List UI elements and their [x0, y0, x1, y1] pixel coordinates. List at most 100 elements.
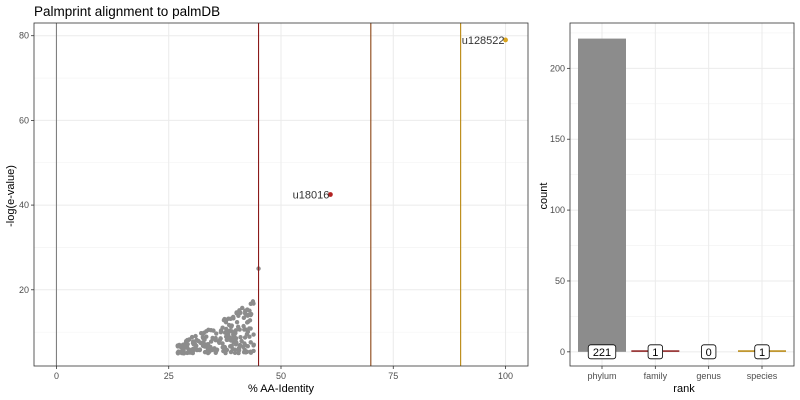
scatter-point: [233, 328, 239, 333]
scatter-point: [224, 337, 229, 343]
scatter-point: [241, 349, 247, 355]
scatter-point: [236, 345, 242, 351]
scatter-x-label: % AA-Identity: [248, 383, 315, 395]
bar-x-tick-label: family: [644, 371, 668, 381]
bar: [578, 38, 626, 352]
scatter-point: [251, 332, 256, 337]
scatter-point: [248, 340, 253, 345]
scatter-point: [222, 330, 228, 335]
scatter-point: [206, 327, 211, 333]
bar-panel-border: [569, 22, 795, 367]
scatter-point: [245, 343, 251, 349]
scatter-point: [175, 350, 181, 355]
bar-x-tick-label: phylum: [587, 371, 616, 381]
scatter-y-tick-label: 40: [19, 200, 29, 210]
scatter-point: [242, 341, 247, 346]
scatter-point: [196, 338, 201, 344]
scatter-point: [234, 340, 239, 345]
scatter-x-tick-label: 75: [388, 371, 398, 381]
scatter-point: [231, 332, 236, 338]
scatter-x-tick-label: 0: [54, 371, 59, 381]
scatter-point: [245, 329, 251, 334]
highlight-point-label: u18016: [293, 190, 330, 202]
scatter-point: [213, 348, 218, 354]
scatter-point: [251, 343, 256, 348]
bar-value-label-box: [587, 344, 617, 360]
scatter-point: [242, 327, 247, 332]
bar-y-tick-label: 150: [550, 134, 565, 144]
bar-y-tick-label: 0: [560, 347, 565, 357]
scatter-point: [244, 312, 249, 318]
bar-value-label: 1: [652, 347, 658, 359]
scatter-y-label: -log(e-value): [5, 165, 17, 227]
scatter-point: [242, 335, 248, 340]
bar-value-label: 221: [593, 347, 611, 359]
scatter-point: [247, 334, 252, 339]
scatter-title: Palmprint alignment to palmDB: [34, 4, 220, 19]
scatter-point: [190, 340, 196, 346]
scatter-point: [240, 305, 245, 311]
scatter-point: [235, 324, 241, 329]
bar-x-tick-label: species: [747, 371, 778, 381]
scatter-point: [229, 323, 234, 329]
scatter-point: [241, 315, 247, 321]
bar-y-label: count: [538, 183, 550, 210]
scatter-y-tick-label: 20: [19, 285, 29, 295]
scatter-point: [193, 333, 198, 339]
bar-x-tick-label: genus: [696, 371, 721, 381]
scatter-point: [220, 345, 225, 350]
highlight-point: [503, 37, 508, 43]
bar-y-tick-label: 50: [555, 276, 565, 286]
scatter-point: [202, 344, 207, 349]
bar-value-label: 0: [706, 347, 712, 359]
scatter-point: [190, 350, 196, 356]
scatter-point: [247, 318, 253, 323]
scatter-point: [234, 319, 240, 325]
scatter-point: [247, 308, 252, 313]
bar-value-label-box: [647, 344, 663, 360]
scatter-point: [236, 350, 241, 356]
scatter-panel: u18016 u128522 0 25 50 75 100 20 40 60 80: [19, 22, 529, 381]
bar-x-label: rank: [673, 383, 695, 395]
scatter-point: [222, 316, 227, 322]
scatter-point: [224, 326, 229, 332]
scatter-point: [229, 329, 235, 334]
scatter-point: [214, 331, 219, 336]
bar-value-label-box: [701, 344, 717, 360]
scatter-point: [211, 336, 216, 341]
scatter-point: [217, 340, 222, 346]
bar-y-tick-label: 100: [550, 205, 565, 215]
scatter-point: [185, 337, 190, 343]
scatter-point: [232, 350, 238, 355]
scatter-point: [198, 331, 204, 336]
scatter-point: [231, 314, 236, 320]
scatter-x-tick-label: 100: [498, 371, 513, 381]
bar-value-label-box: [754, 344, 770, 360]
scatter-y-tick-label: 80: [19, 31, 29, 41]
scatter-point: [205, 350, 211, 356]
scatter-point: [241, 344, 246, 350]
scatter-point: [185, 350, 190, 356]
scatter-x-tick-label: 50: [276, 371, 286, 381]
scatter-x-tick-label: 25: [164, 371, 174, 381]
scatter-point: [180, 350, 185, 355]
scatter-point: [234, 310, 239, 315]
scatter-point: [186, 347, 191, 352]
scatter-point: [200, 335, 206, 340]
scatter-point: [180, 343, 185, 348]
scatter-point: [230, 346, 235, 352]
scatter-point: [220, 325, 225, 330]
scatter-point: [248, 326, 253, 331]
scatter-point: [221, 348, 226, 354]
scatter-point: [238, 334, 243, 340]
scatter-point: [205, 347, 211, 353]
highlight-point-label: u128522: [462, 35, 505, 47]
scatter-point: [211, 328, 216, 333]
bar-value-label: 1: [759, 347, 765, 359]
highlight-point: [328, 192, 333, 197]
bar-y-tick-label: 200: [550, 63, 565, 73]
bar-panel: 221 1 0 1 phylum family genus species 0 50 100 150 2…: [550, 22, 795, 381]
scatter-point: [228, 338, 234, 343]
scatter-y-tick-label: 60: [19, 115, 29, 125]
